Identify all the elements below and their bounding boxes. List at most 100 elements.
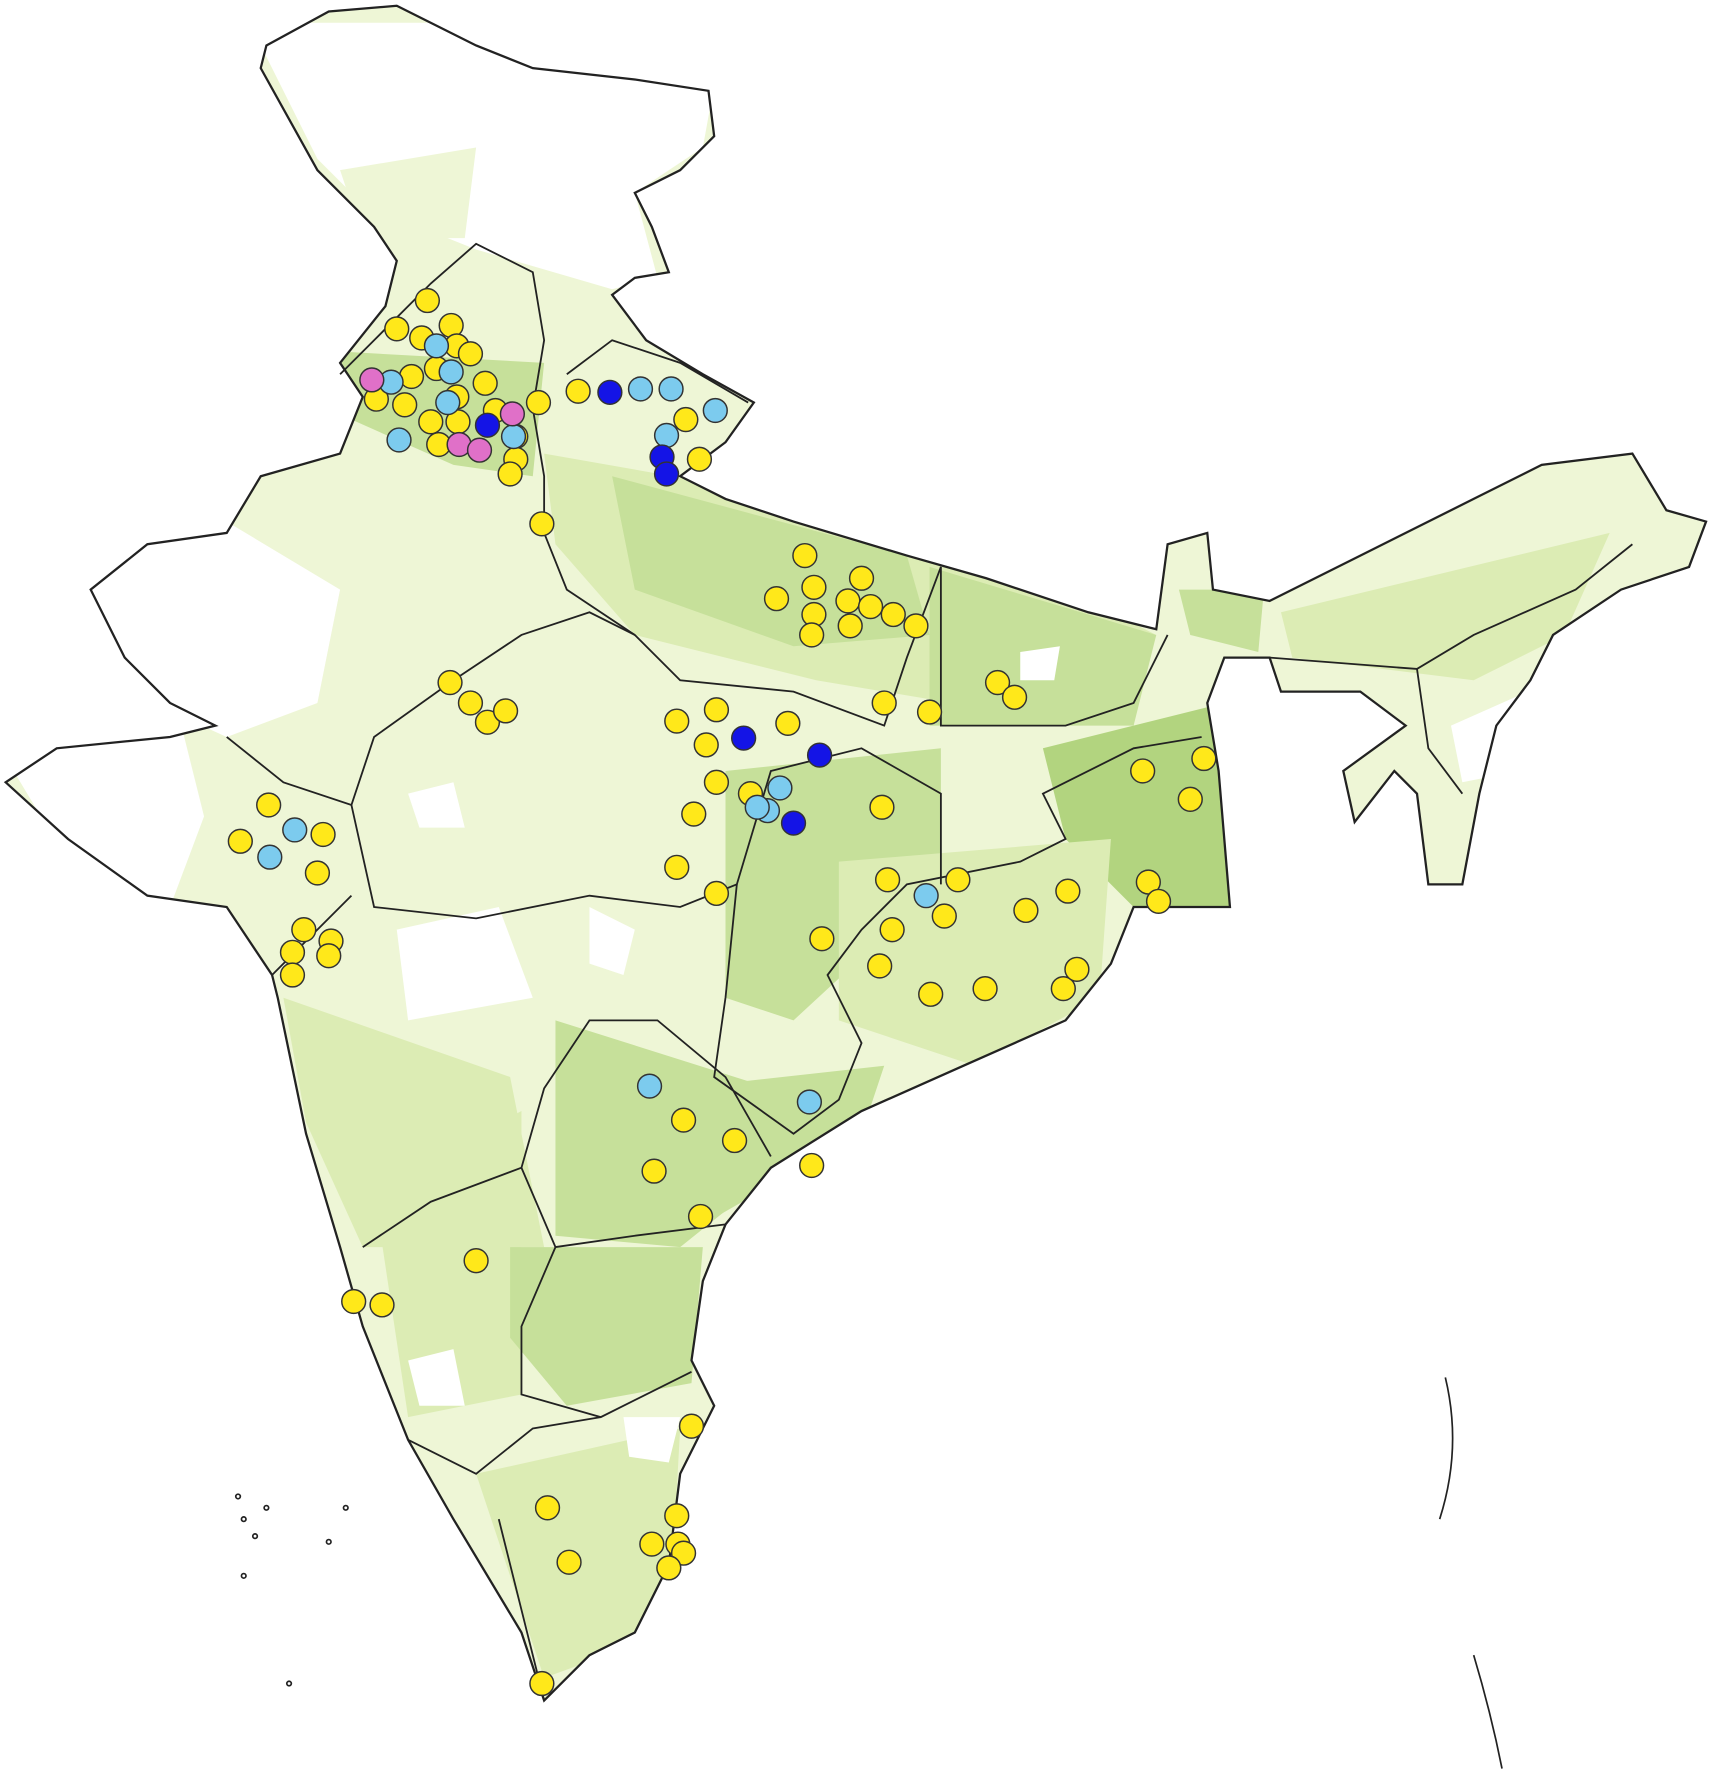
site-marker [869, 794, 895, 820]
site-marker [703, 880, 730, 907]
district-region [5, 725, 205, 908]
site-marker [1001, 684, 1028, 710]
site-marker [279, 962, 306, 988]
site-marker [809, 926, 835, 952]
state-border [497, 1518, 546, 1701]
site-marker [472, 370, 498, 396]
state-border [566, 339, 749, 404]
site-marker [703, 769, 730, 795]
district-region [589, 907, 635, 976]
site-marker [658, 376, 684, 402]
site-marker [641, 1158, 667, 1184]
site-marker [673, 406, 699, 433]
site-marker [529, 1670, 555, 1697]
site-marker [775, 710, 801, 737]
state-border [226, 611, 636, 807]
site-marker [880, 601, 906, 628]
site-marker [731, 725, 757, 751]
site-marker [418, 409, 444, 435]
site-marker [653, 422, 680, 449]
state-border [407, 1416, 601, 1475]
site-marker [703, 697, 730, 723]
state-border [520, 1167, 726, 1249]
site-marker [767, 775, 793, 801]
site-marker [597, 379, 623, 405]
site-marker [492, 698, 519, 724]
site-marker [565, 378, 591, 404]
site-marker [414, 287, 441, 314]
site-marker [799, 622, 825, 648]
site-marker [435, 389, 461, 416]
site-marker [438, 359, 464, 385]
state-border [543, 532, 942, 727]
district-region [838, 838, 1111, 1066]
site-marker [984, 669, 1011, 696]
lakshadweep-island [234, 1493, 242, 1500]
lakshadweep-island [285, 1680, 293, 1687]
district-region [510, 1247, 703, 1406]
site-marker [1064, 956, 1090, 982]
site-marker [256, 792, 282, 818]
site-marker [806, 742, 833, 768]
site-marker [879, 917, 905, 943]
site-marker [463, 1248, 489, 1274]
site-marker [918, 981, 944, 1007]
site-marker [670, 1107, 697, 1133]
site-marker [664, 708, 690, 734]
site-marker [656, 1555, 682, 1581]
site-marker [282, 817, 308, 843]
site-marker [867, 953, 893, 979]
site-marker [687, 1203, 714, 1230]
state-border [1416, 668, 1464, 795]
site-marker [796, 1089, 823, 1115]
site-marker [837, 613, 863, 639]
site-marker [916, 699, 943, 725]
site-marker [341, 1288, 367, 1315]
district-region [623, 1417, 681, 1463]
site-marker [636, 1073, 663, 1099]
site-marker [686, 446, 713, 472]
islands [234, 1377, 1503, 1769]
site-marker [653, 461, 680, 487]
site-marker [681, 801, 707, 827]
site-marker [1055, 878, 1081, 904]
lakshadweep-island [263, 1504, 270, 1511]
lakshadweep-island [251, 1533, 259, 1540]
site-marker [534, 1495, 561, 1521]
markers [227, 287, 1217, 1697]
district-region [929, 566, 1157, 726]
site-marker [857, 593, 884, 620]
lakshadweep-island [325, 1538, 332, 1545]
district-region [249, 22, 726, 290]
site-marker [913, 883, 939, 909]
site-marker [529, 511, 555, 537]
site-marker [392, 392, 418, 418]
site-marker [664, 1503, 690, 1529]
site-marker [359, 367, 385, 393]
site-marker [664, 854, 690, 880]
district-region [1178, 589, 1264, 652]
site-marker [386, 427, 412, 453]
site-marker [466, 437, 493, 463]
district-region [408, 1349, 465, 1406]
country-outline [3, 4, 1708, 1703]
district-region [680, 1065, 885, 1225]
site-marker [627, 376, 654, 402]
state-border [713, 736, 1202, 1135]
site-marker [497, 461, 523, 487]
site-marker [279, 939, 306, 965]
site-marker [721, 1127, 748, 1154]
site-marker [384, 316, 410, 342]
site-marker [702, 397, 728, 424]
site-marker [871, 690, 897, 716]
site-marker [678, 1413, 705, 1439]
site-marker [639, 1531, 665, 1557]
district-region [1280, 532, 1610, 681]
site-marker [1177, 786, 1203, 812]
state-border [520, 1246, 692, 1419]
site-marker [304, 860, 331, 886]
site-marker [457, 690, 484, 716]
site-marker [931, 903, 957, 929]
